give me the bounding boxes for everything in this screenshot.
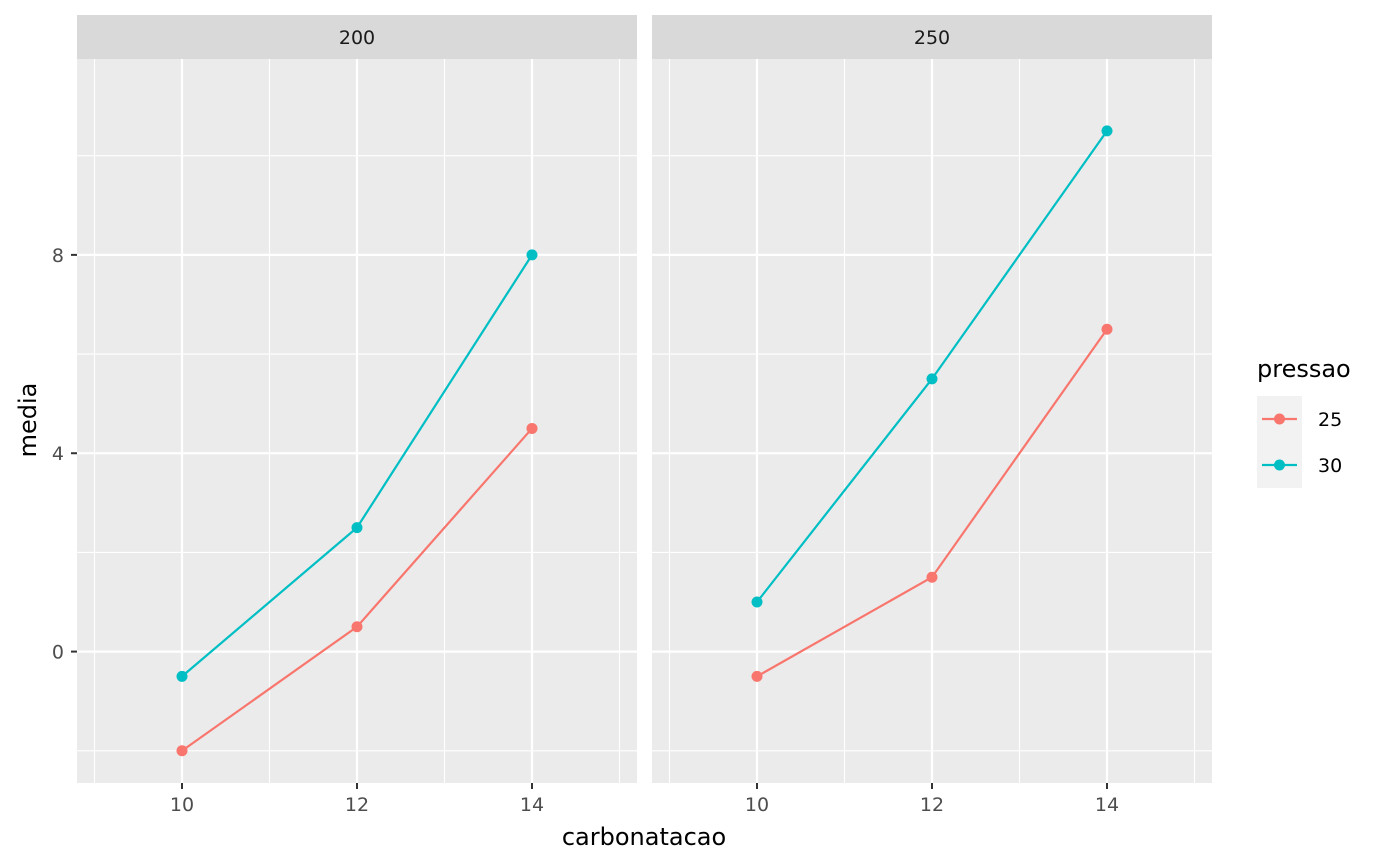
panel-200: 200 10 12 14 <box>77 15 637 816</box>
legend-title: pressao <box>1257 355 1351 383</box>
legend-label-25: 25 <box>1318 409 1342 431</box>
panels-area: 200 10 12 14 250 10 12 14 <box>77 15 1212 816</box>
data-point-25 <box>351 621 363 633</box>
data-point-25 <box>526 422 538 434</box>
panel-250: 250 10 12 14 <box>652 15 1212 816</box>
y-tick-label: 8 <box>52 245 64 267</box>
y-axis-title: media <box>14 383 42 458</box>
legend: pressao 25 30 <box>1257 355 1351 488</box>
data-point-30 <box>926 373 938 385</box>
data-point-30 <box>1101 125 1113 137</box>
x-tick-label: 10 <box>745 794 769 816</box>
data-point-30 <box>526 249 538 261</box>
data-point-30 <box>176 670 188 682</box>
x-tick-label: 14 <box>1095 794 1119 816</box>
data-point-25 <box>176 745 188 757</box>
data-point-25 <box>926 571 938 583</box>
x-tick-label: 12 <box>920 794 944 816</box>
legend-key-point-25 <box>1274 413 1285 425</box>
x-axis-title: carbonatacao <box>562 823 726 851</box>
strip-label: 200 <box>339 27 375 49</box>
x-tick-label: 12 <box>345 794 369 816</box>
strip-label: 250 <box>914 27 950 49</box>
data-point-25 <box>751 670 763 682</box>
legend-label-30: 30 <box>1318 455 1342 477</box>
y-tick-label: 4 <box>52 443 64 465</box>
strip-background <box>652 15 1212 59</box>
legend-key-point-30 <box>1274 459 1285 471</box>
x-tick-label: 10 <box>170 794 194 816</box>
x-tick-label: 14 <box>520 794 544 816</box>
data-point-30 <box>351 522 363 534</box>
data-point-30 <box>751 596 763 608</box>
data-point-25 <box>1101 323 1113 335</box>
y-tick-label: 0 <box>52 642 64 664</box>
strip-background <box>77 15 637 59</box>
y-axis: 0 4 8 <box>52 245 77 664</box>
